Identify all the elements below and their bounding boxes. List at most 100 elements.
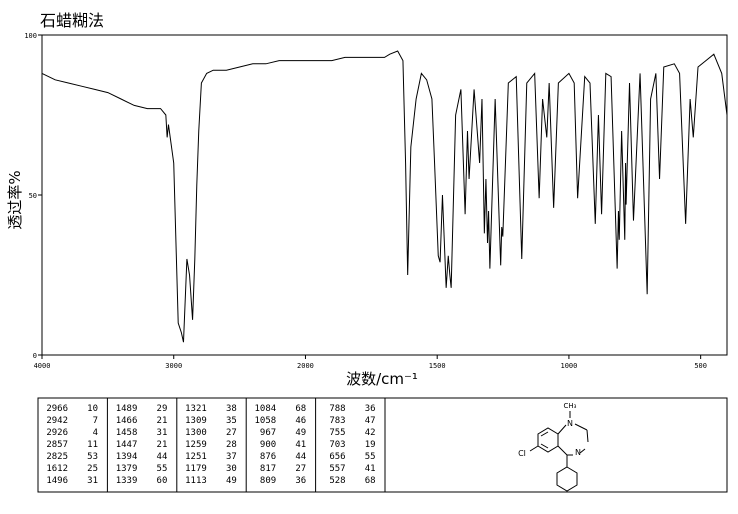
peak-wavenumber: 755 — [329, 428, 345, 438]
peak-wavenumber: 1379 — [116, 464, 138, 474]
x-tick-label: 500 — [694, 362, 707, 370]
x-tick-label: 3000 — [165, 362, 182, 370]
peak-wavenumber: 1496 — [46, 476, 68, 486]
ring — [556, 466, 578, 492]
peak-transmittance: 28 — [226, 440, 237, 450]
peak-wavenumber: 876 — [260, 452, 276, 462]
peak-transmittance: 29 — [157, 404, 168, 414]
peak-wavenumber: 900 — [260, 440, 276, 450]
x-tick-label: 2000 — [297, 362, 314, 370]
y-tick-label: 50 — [29, 192, 37, 200]
bond — [540, 431, 549, 437]
peak-wavenumber: 557 — [329, 464, 345, 474]
peak-transmittance: 4 — [93, 428, 98, 438]
peak-transmittance: 36 — [365, 404, 376, 414]
peak-transmittance: 27 — [295, 464, 306, 474]
peak-transmittance: 38 — [226, 404, 237, 414]
peak-wavenumber: 1309 — [185, 416, 207, 426]
peak-transmittance: 46 — [295, 416, 306, 426]
peak-transmittance: 21 — [157, 416, 168, 426]
peak-transmittance: 7 — [93, 416, 98, 426]
peak-transmittance: 55 — [365, 452, 376, 462]
peak-transmittance: 37 — [226, 452, 237, 462]
peak-wavenumber: 809 — [260, 476, 276, 486]
atom-label: N — [567, 419, 573, 428]
x-tick-label: 1500 — [429, 362, 446, 370]
peak-wavenumber: 788 — [329, 404, 345, 414]
bond — [529, 445, 539, 452]
peak-transmittance: 11 — [87, 440, 98, 450]
peak-wavenumber: 2825 — [46, 452, 68, 462]
peak-wavenumber: 1113 — [185, 476, 207, 486]
bond — [574, 423, 588, 431]
bond — [540, 443, 549, 449]
peak-transmittance: 41 — [295, 440, 306, 450]
bond — [579, 448, 586, 454]
peak-wavenumber: 1259 — [185, 440, 207, 450]
x-tick-label: 4000 — [34, 362, 51, 370]
peak-wavenumber: 1300 — [185, 428, 207, 438]
peak-wavenumber: 1466 — [116, 416, 138, 426]
peak-wavenumber: 1458 — [116, 428, 138, 438]
peak-transmittance: 49 — [226, 476, 237, 486]
ring — [537, 427, 559, 453]
peak-wavenumber: 1612 — [46, 464, 68, 474]
peak-wavenumber: 967 — [260, 428, 276, 438]
peak-wavenumber: 656 — [329, 452, 345, 462]
peak-transmittance: 68 — [295, 404, 306, 414]
peak-transmittance: 10 — [87, 404, 98, 414]
peak-transmittance: 27 — [226, 428, 237, 438]
peak-wavenumber: 703 — [329, 440, 345, 450]
structure — [529, 411, 589, 492]
peak-transmittance: 19 — [365, 440, 376, 450]
atom-label: CH₃ — [564, 402, 577, 410]
peak-wavenumber: 1058 — [255, 416, 277, 426]
spectrum-line — [41, 50, 728, 343]
peak-wavenumber: 783 — [329, 416, 345, 426]
chart-title: 石蜡糊法 — [40, 11, 104, 30]
peak-transmittance: 30 — [226, 464, 237, 474]
peak-transmittance: 21 — [157, 440, 168, 450]
peak-transmittance: 53 — [87, 452, 98, 462]
peak-wavenumber: 1251 — [185, 452, 207, 462]
peak-transmittance: 49 — [295, 428, 306, 438]
bond — [557, 445, 568, 456]
y-tick-label: 0 — [33, 352, 37, 360]
peak-transmittance: 41 — [365, 464, 376, 474]
peak-wavenumber: 1339 — [116, 476, 138, 486]
atom-label: Cl — [518, 449, 526, 458]
peak-wavenumber: 2942 — [46, 416, 68, 426]
peak-wavenumber: 1447 — [116, 440, 138, 450]
atom-label: N — [575, 448, 581, 457]
peak-transmittance: 36 — [295, 476, 306, 486]
peak-wavenumber: 1084 — [255, 404, 277, 414]
bond — [586, 429, 589, 443]
peak-transmittance: 42 — [365, 428, 376, 438]
peak-wavenumber: 2926 — [46, 428, 68, 438]
peak-wavenumber: 1394 — [116, 452, 138, 462]
peak-transmittance: 68 — [365, 476, 376, 486]
y-tick-label: 100 — [24, 32, 37, 40]
peak-wavenumber: 1489 — [116, 404, 138, 414]
peak-transmittance: 55 — [157, 464, 168, 474]
peak-transmittance: 47 — [365, 416, 376, 426]
x-axis-label: 波数/cm⁻¹ — [346, 370, 418, 388]
x-tick-label: 1000 — [560, 362, 577, 370]
y-axis-label: 透过率% — [6, 170, 24, 229]
peak-wavenumber: 2857 — [46, 440, 68, 450]
peak-transmittance: 44 — [157, 452, 168, 462]
table-frame — [37, 397, 728, 493]
peak-transmittance: 31 — [157, 428, 168, 438]
peak-wavenumber: 2966 — [46, 404, 68, 414]
peak-transmittance: 35 — [226, 416, 237, 426]
bond — [557, 424, 567, 435]
peak-wavenumber: 817 — [260, 464, 276, 474]
peak-transmittance: 60 — [157, 476, 168, 486]
peak-wavenumber: 1179 — [185, 464, 207, 474]
peak-transmittance: 25 — [87, 464, 98, 474]
peak-wavenumber: 1321 — [185, 404, 207, 414]
peak-transmittance: 31 — [87, 476, 98, 486]
peak-transmittance: 44 — [295, 452, 306, 462]
plot-frame — [41, 34, 728, 356]
